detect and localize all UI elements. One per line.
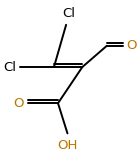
Text: OH: OH xyxy=(57,139,78,152)
Text: Cl: Cl xyxy=(62,7,75,20)
Text: O: O xyxy=(13,97,24,110)
Text: Cl: Cl xyxy=(3,60,16,73)
Text: O: O xyxy=(126,39,137,52)
